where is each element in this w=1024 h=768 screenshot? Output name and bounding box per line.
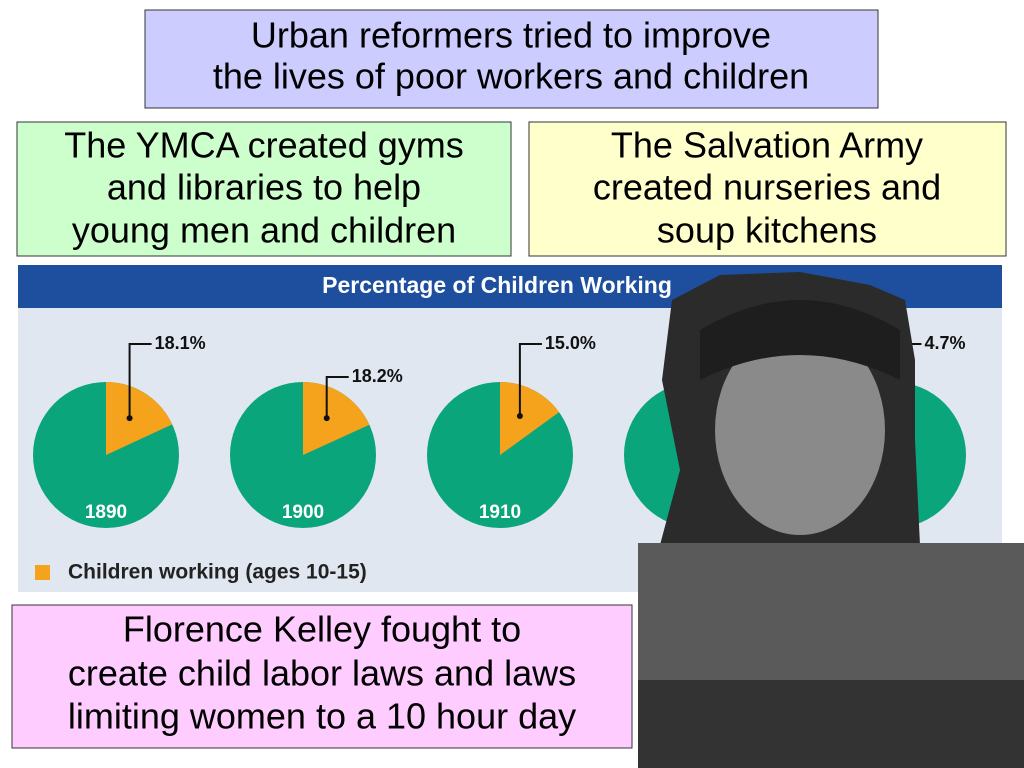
kelley-photo xyxy=(660,272,920,545)
ymca-line: and libraries to help xyxy=(107,167,421,208)
salvation-line: soup kitchens xyxy=(657,210,877,251)
kelley-line: Florence Kelley fought to xyxy=(123,609,521,650)
ymca-line: The YMCA created gyms xyxy=(64,125,464,166)
pie-year-label: 1910 xyxy=(479,502,521,523)
title-line: the lives of poor workers and children xyxy=(213,56,809,97)
value-label: 15.0% xyxy=(545,333,596,353)
leader-line xyxy=(325,376,349,419)
leader-line xyxy=(518,343,542,416)
pie-year-label: 1900 xyxy=(282,502,324,523)
ymca-line: young men and children xyxy=(72,210,456,251)
value-label: 4.7% xyxy=(924,333,965,353)
leader-line xyxy=(128,343,152,419)
pie-slice xyxy=(303,382,370,455)
pie-slice xyxy=(500,382,560,455)
legend-swatch xyxy=(35,565,50,580)
value-label: 18.2% xyxy=(352,366,403,386)
value-label: 18.1% xyxy=(155,333,206,353)
title-box xyxy=(144,9,879,109)
title-line: Urban reformers tried to improve xyxy=(251,15,771,56)
salvation-line: The Salvation Army xyxy=(611,125,923,166)
ymca-box xyxy=(16,121,512,257)
kelley-line: limiting women to a 10 hour day xyxy=(68,696,576,737)
pie-year-label: 1890 xyxy=(85,502,127,523)
kelley-box xyxy=(11,604,633,749)
legend-label: Children working (ages 10-15) xyxy=(68,561,367,584)
chart-title: Percentage of Children Working xyxy=(322,272,672,298)
salvation-line: created nurseries and xyxy=(593,167,941,208)
kelley-line: create child labor laws and laws xyxy=(68,653,576,694)
salvation-box xyxy=(528,121,1007,257)
child-workers-photo xyxy=(638,543,1024,768)
pie-slice xyxy=(106,382,173,455)
